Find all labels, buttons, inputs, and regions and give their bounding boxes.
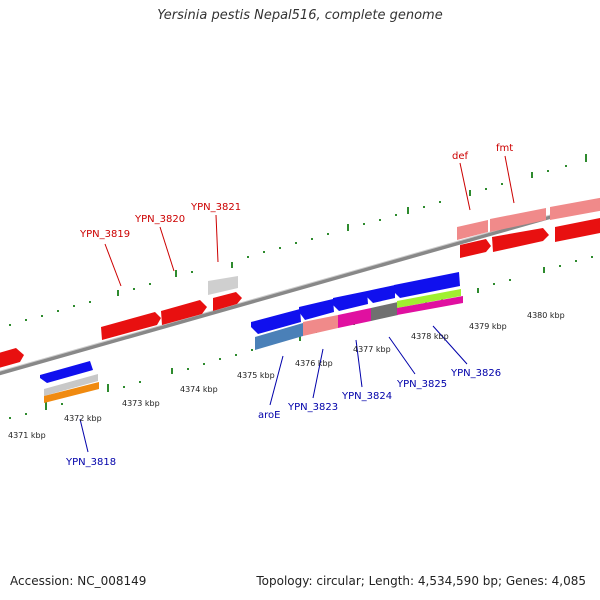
axis-label: 4371 kbp [8,431,46,440]
gene-label[interactable]: YPN_3824 [341,391,392,402]
gene-box-grey[interactable] [44,374,98,396]
gene-arrow-blue[interactable] [394,272,460,298]
gene-label[interactable]: YPN_3826 [450,368,501,379]
gene-label[interactable]: YPN_3823 [287,402,338,413]
reverse-leaders [79,325,468,453]
gene-box-lime[interactable] [397,289,461,308]
gene-arrow-blue[interactable] [299,299,334,320]
gene-label[interactable]: aroE [258,410,280,421]
gene-arrow-grey[interactable] [208,276,238,295]
gene-arrow[interactable] [101,312,161,340]
gene-label[interactable]: fmt [496,143,513,154]
gene-box-magenta[interactable] [338,308,371,328]
gene-arrow[interactable] [161,300,207,325]
gene-label[interactable]: YPN_3821 [190,202,241,213]
gene-label[interactable]: YPN_3818 [65,457,116,468]
gene-arrow-blue[interactable] [367,285,395,303]
gene-box-orange[interactable] [44,382,99,403]
accession-text: Accession: NC_008149 [10,574,147,588]
forward-leaders [104,155,515,287]
gene-box-steelblue[interactable] [255,323,303,350]
gene-box-pink[interactable] [490,208,546,232]
gene-label[interactable]: def [452,151,469,162]
axis-label: 4373 kbp [122,399,160,408]
gene-arrow[interactable] [460,239,491,258]
gene-box-darkgrey[interactable] [371,302,398,321]
gene-box-pink[interactable] [550,197,600,220]
axis-label: 4378 kbp [411,332,449,341]
reverse-genes [40,272,463,403]
reverse-tick-track [9,256,593,419]
forward-gene-labels: YPN_3819 YPN_3820 YPN_3821 def fmt [79,143,513,240]
gene-label[interactable]: YPN_3819 [79,229,130,240]
forward-genes [0,197,600,369]
gene-box-pink[interactable] [303,315,338,336]
reverse-gene-labels: YPN_3818 aroE YPN_3823 YPN_3824 YPN_3825… [65,368,501,468]
axis-labels: 4371 kbp 4372 kbp 4373 kbp 4374 kbp 4375… [8,311,565,440]
gene-arrow-blue[interactable] [333,291,368,311]
axis-label: 4375 kbp [237,371,275,380]
map-title: Yersinia pestis Nepal516, complete genom… [157,8,443,23]
forward-tick-track [9,154,587,326]
axis-label: 4377 kbp [353,345,391,354]
axis-label: 4380 kbp [527,311,565,320]
gene-arrow[interactable] [0,348,24,369]
gene-label[interactable]: YPN_3825 [396,379,447,390]
gene-box-pink[interactable] [457,220,488,240]
gene-label[interactable]: YPN_3820 [134,214,185,225]
gene-arrow[interactable] [492,228,549,252]
gene-arrow-blue[interactable] [251,309,301,334]
axis-label: 4379 kbp [469,322,507,331]
gene-arrow-blue[interactable] [40,361,93,383]
axis-label: 4372 kbp [64,414,102,423]
axis-label: 4374 kbp [180,385,218,394]
gene-arrow[interactable] [555,217,600,242]
genome-backbone [0,200,600,376]
genome-summary-text: Topology: circular; Length: 4,534,590 bp… [256,574,586,588]
axis-label: 4376 kbp [295,359,333,368]
gene-box-magenta[interactable] [397,296,463,315]
gene-arrow[interactable] [213,292,242,311]
